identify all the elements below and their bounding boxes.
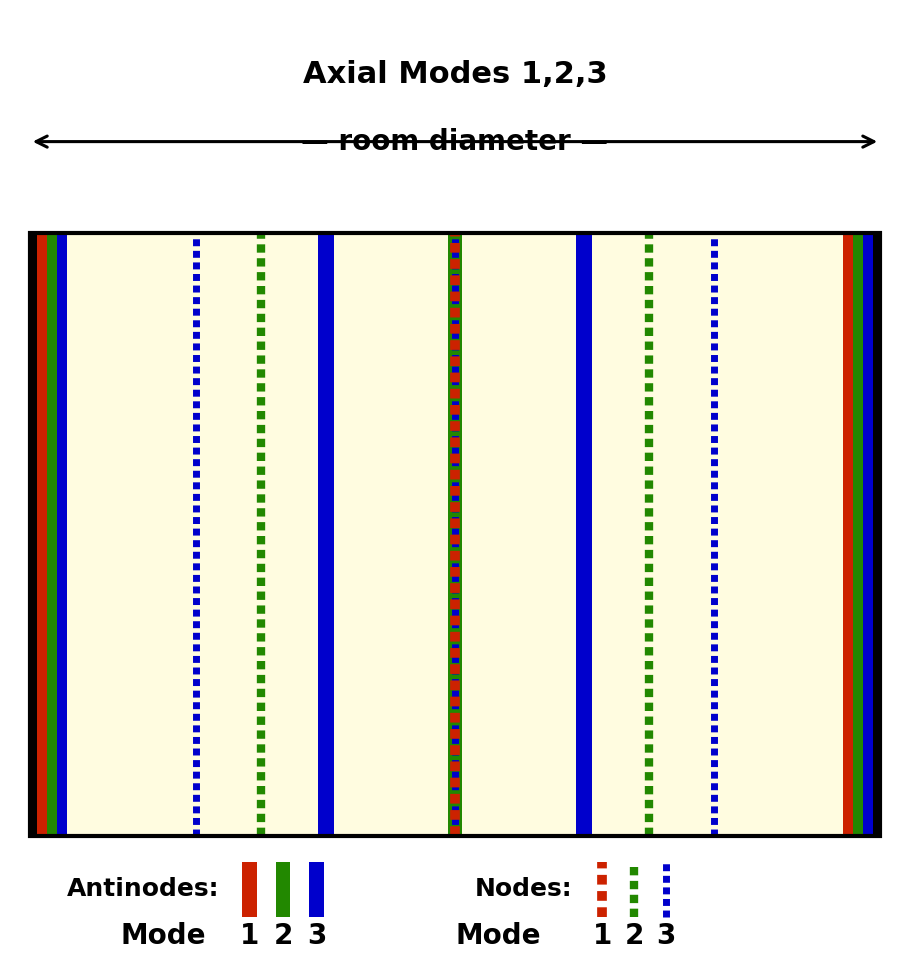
Bar <box>276 862 290 917</box>
Bar <box>37 232 47 836</box>
Text: 1: 1 <box>592 923 612 950</box>
Text: — room diameter —: — room diameter — <box>301 128 609 156</box>
Bar <box>318 232 334 836</box>
Text: 3: 3 <box>307 923 327 950</box>
Text: 1: 1 <box>240 923 259 950</box>
Bar <box>242 862 257 917</box>
Bar <box>843 232 853 836</box>
Bar <box>576 232 592 836</box>
Text: 3: 3 <box>656 923 675 950</box>
Bar <box>30 232 37 836</box>
Bar <box>309 862 324 917</box>
Bar <box>873 232 880 836</box>
Bar <box>853 232 863 836</box>
Text: Axial Modes 1,2,3: Axial Modes 1,2,3 <box>303 60 607 90</box>
Bar <box>30 232 880 836</box>
Text: Mode: Mode <box>121 923 207 950</box>
Bar <box>30 232 880 836</box>
Bar <box>47 232 57 836</box>
Text: 2: 2 <box>274 923 293 950</box>
Bar <box>863 232 873 836</box>
Text: Nodes:: Nodes: <box>475 877 572 901</box>
Text: Antinodes:: Antinodes: <box>67 877 220 901</box>
Text: Mode: Mode <box>455 923 541 950</box>
Bar <box>448 232 462 836</box>
Bar <box>57 232 67 836</box>
Text: 2: 2 <box>624 923 643 950</box>
